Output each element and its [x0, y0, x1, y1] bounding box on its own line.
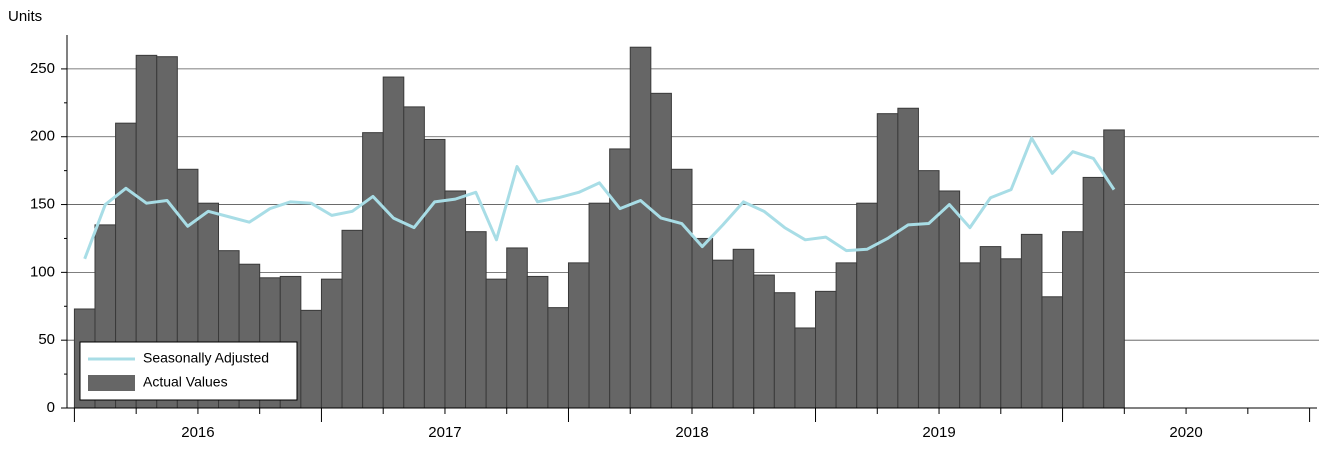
- y-tick-label: 200: [30, 128, 55, 145]
- bar: [753, 274, 775, 409]
- bar: [403, 106, 425, 409]
- bar: [485, 278, 508, 409]
- bar: [773, 292, 796, 409]
- bar: [897, 107, 919, 409]
- bar: [506, 247, 528, 409]
- bar: [1103, 129, 1125, 409]
- bar: [1020, 233, 1043, 409]
- bar: [300, 309, 322, 409]
- bar: [526, 275, 549, 409]
- bar: [1000, 258, 1022, 409]
- bar: [670, 168, 693, 409]
- legend-swatch: [88, 375, 135, 391]
- legend-label: Seasonally Adjusted: [143, 350, 269, 366]
- bar: [979, 246, 1002, 409]
- bar: [959, 262, 981, 409]
- bar: [691, 237, 714, 409]
- line: [83, 136, 1116, 260]
- y-tick-label: 100: [30, 263, 55, 280]
- y-tick-label: 150: [30, 196, 55, 213]
- y-tick-label: 0: [47, 399, 55, 416]
- bar: [423, 138, 446, 409]
- bar: [876, 113, 899, 409]
- bar: [794, 327, 817, 409]
- bar: [382, 76, 405, 409]
- bar: [1041, 296, 1064, 409]
- bar: [547, 307, 569, 409]
- bar: [320, 278, 343, 409]
- y-tick-label: 250: [30, 60, 55, 77]
- bar: [815, 290, 837, 409]
- bar: [1082, 176, 1105, 409]
- bar: [588, 202, 611, 409]
- y-tick-label: 50: [38, 331, 55, 348]
- bar: [341, 229, 364, 409]
- bar: [609, 148, 631, 409]
- x-tick-label: 2017: [428, 424, 461, 441]
- x-tick-label: 2016: [181, 424, 214, 441]
- bar: [712, 259, 734, 409]
- x-tick-label: 2019: [922, 424, 955, 441]
- legend-label: Actual Values: [143, 374, 228, 390]
- y-axis-label: Units: [8, 8, 42, 25]
- bar: [650, 92, 672, 409]
- bar: [444, 190, 467, 409]
- bar: [362, 132, 384, 409]
- bar: [917, 170, 940, 409]
- bar: [1062, 231, 1084, 409]
- bar: [835, 262, 858, 409]
- bar: [567, 262, 590, 409]
- bar: [938, 190, 961, 409]
- x-tick-label: 2018: [675, 424, 708, 441]
- bar: [629, 46, 652, 409]
- bar: [465, 231, 487, 409]
- bar: [856, 202, 878, 409]
- bar: [732, 248, 755, 409]
- x-tick-label: 2020: [1169, 424, 1202, 441]
